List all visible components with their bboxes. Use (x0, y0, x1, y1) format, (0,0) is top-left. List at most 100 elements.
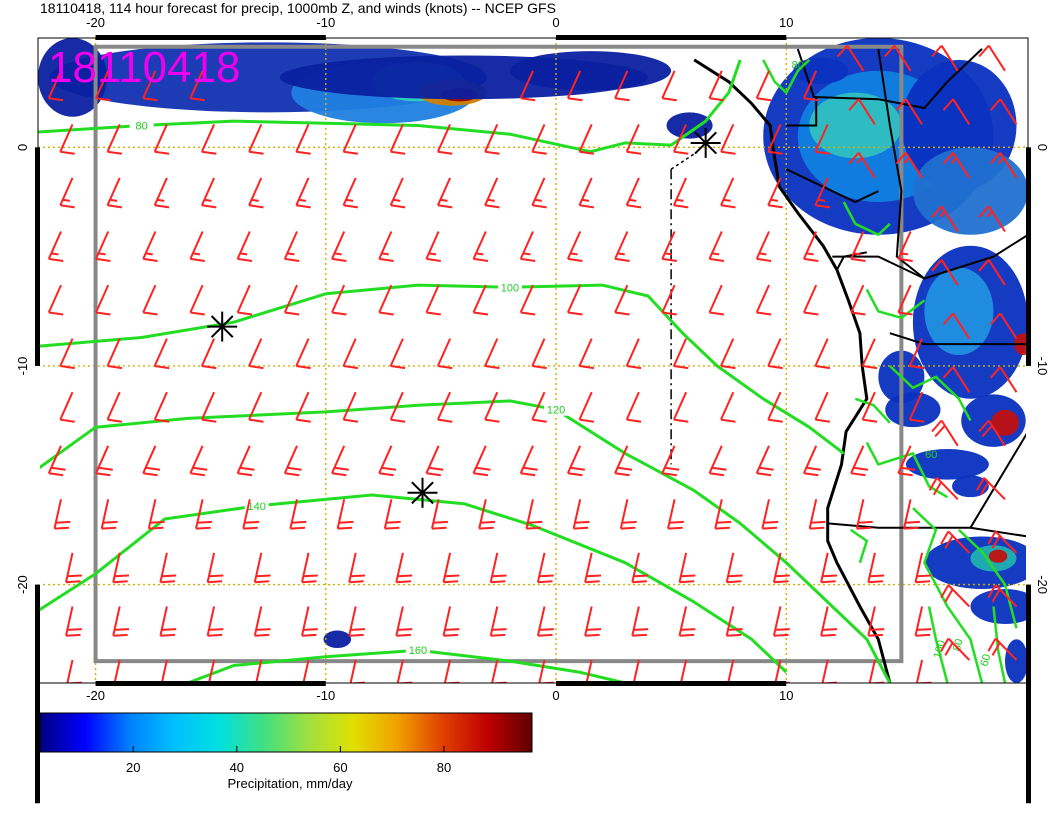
axis-band (1026, 584, 1031, 804)
wind-barb (531, 177, 547, 209)
storm-marker (207, 311, 238, 342)
wind-barb (772, 606, 790, 637)
wind-barb (942, 152, 971, 179)
wind-barb (914, 606, 932, 637)
contour-120 (38, 399, 892, 683)
country-border (877, 48, 1028, 280)
wind-barb (755, 445, 774, 477)
wind-barb (95, 70, 111, 102)
wind-barb (389, 177, 406, 209)
contour-label: 140 (248, 501, 266, 513)
wind-barb (236, 284, 253, 316)
lat-tick-left: 0 (15, 144, 30, 151)
wind-barb (536, 552, 554, 584)
wind-barb (242, 499, 260, 530)
wind-barb (395, 552, 413, 584)
precip-cell (905, 449, 989, 480)
wind-barb (47, 284, 64, 316)
wind-barb (767, 338, 783, 370)
wind-barb (755, 70, 772, 102)
wind-barb (978, 44, 1006, 72)
wind-barb (908, 338, 925, 370)
wind-barb (525, 499, 543, 530)
contour-segment (849, 528, 869, 564)
wind-barb (283, 445, 302, 477)
wind-barb (908, 391, 925, 423)
wind-barb (672, 123, 689, 155)
contour-segment (992, 606, 1007, 683)
precip-cell (952, 475, 989, 498)
wind-barb (678, 606, 696, 637)
contour-segment (865, 288, 926, 320)
wind-barb (442, 606, 460, 637)
wind-barb (189, 445, 208, 477)
wind-barb (987, 584, 1018, 608)
wind-barb (248, 177, 264, 209)
wind-barb (814, 391, 831, 423)
wind-barb (584, 606, 602, 637)
wind-barb (566, 70, 583, 102)
wind-barb (978, 259, 1006, 286)
wind-barb (147, 499, 165, 530)
wind-barb (566, 231, 583, 262)
wind-barb (142, 284, 158, 316)
wind-barb (519, 445, 538, 477)
wind-barb (436, 391, 453, 423)
wind-barb (489, 606, 507, 637)
wind-barb (531, 391, 547, 423)
contour-label-bg (497, 280, 522, 294)
wind-barb (436, 177, 453, 209)
wind-barb (159, 552, 177, 584)
lat-tick-left: -10 (15, 357, 30, 376)
wind-barb (625, 123, 642, 155)
wind-barb (802, 445, 821, 477)
contour-label: 80 (135, 120, 147, 132)
wind-barb (895, 98, 923, 125)
wind-barb (106, 123, 123, 155)
wind-barb (767, 123, 783, 155)
axis-band (1026, 365, 1031, 585)
wind-barb (614, 284, 630, 316)
wind-barb (389, 338, 406, 370)
wind-barb (395, 606, 413, 637)
wind-barb (987, 530, 1018, 554)
storm-marker (690, 127, 721, 158)
wind-barb (484, 391, 500, 423)
wind-barb (989, 312, 1018, 340)
wind-barb (206, 552, 224, 584)
wind-barb (767, 177, 783, 209)
contour-label-bg (244, 498, 269, 512)
lon-tick-top: 0 (552, 15, 559, 30)
boundary-dashed (670, 153, 695, 170)
wind-barb (897, 231, 913, 262)
precipitation-colorbar: 20 40 60 80 (39, 712, 533, 775)
wind-barb (940, 584, 971, 608)
wind-barb (725, 552, 743, 584)
wind-barb (301, 606, 318, 637)
wind-barb (720, 338, 736, 370)
wind-barb (714, 499, 732, 530)
wind-barb (867, 552, 885, 584)
wind-barb (897, 445, 916, 477)
wind-barb (614, 70, 630, 102)
wind-barb (814, 123, 831, 155)
wind-barb (472, 445, 491, 477)
wind-barb (940, 637, 971, 661)
wind-barb (425, 445, 444, 477)
wind-barb (142, 231, 158, 262)
wind-barb (989, 152, 1018, 179)
wind-barb (661, 70, 677, 102)
wind-barb (720, 123, 736, 155)
wind-barb (755, 231, 772, 262)
wind-barb (472, 231, 489, 262)
wind-barb (572, 499, 590, 530)
wind-barb (989, 98, 1018, 125)
contour-140 (38, 493, 788, 674)
wind-barb (536, 606, 554, 637)
wind-barb (566, 284, 583, 316)
wind-barb (661, 231, 677, 262)
wind-barb (931, 259, 959, 286)
precipitation-layer (38, 38, 1028, 683)
wind-barb (378, 284, 394, 316)
